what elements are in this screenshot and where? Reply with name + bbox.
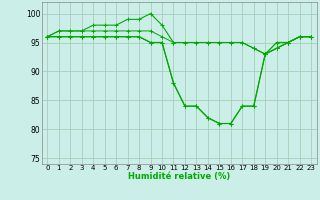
X-axis label: Humidité relative (%): Humidité relative (%) [128,172,230,181]
